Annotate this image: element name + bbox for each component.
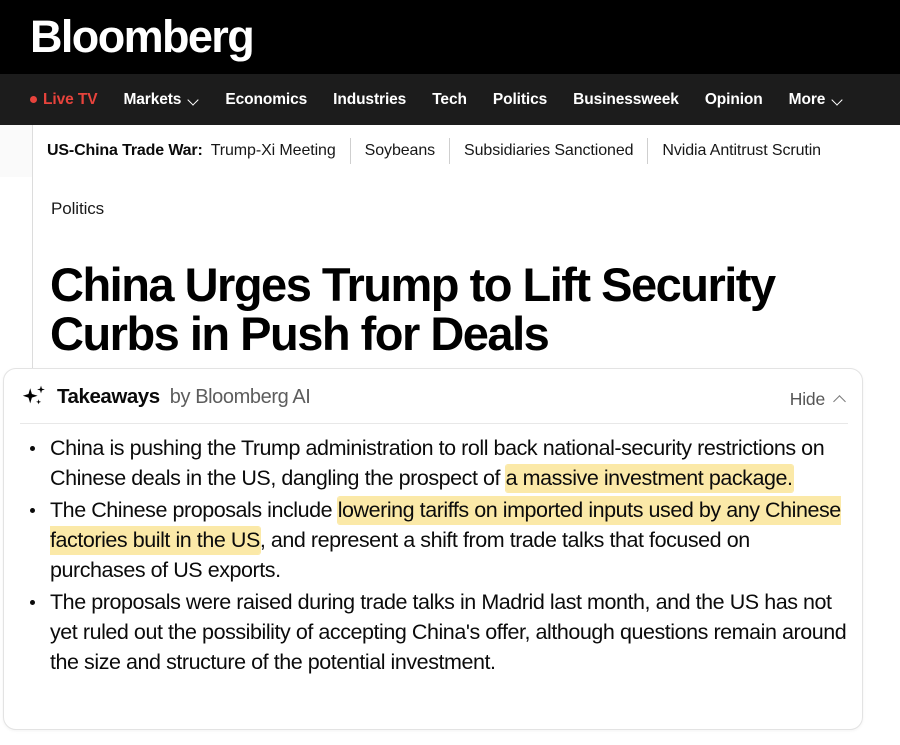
live-indicator-dot xyxy=(30,96,37,103)
divider xyxy=(349,138,351,164)
ai-takeaways-byline: by Bloomberg AI xyxy=(169,385,311,408)
list-item: The proposals were raised during trade t… xyxy=(22,587,850,677)
chevron-down-icon xyxy=(188,96,199,103)
subnav-link-subsidiaries-sanctioned[interactable]: Subsidiaries Sanctioned xyxy=(464,142,634,159)
nav-item-economics[interactable]: Economics xyxy=(225,91,307,109)
ai-takeaways-title: Takeaways xyxy=(57,385,160,408)
hide-takeaways-button[interactable]: Hide xyxy=(790,389,846,410)
nav-item-label: Live TV xyxy=(43,90,98,108)
chevron-up-icon xyxy=(833,395,846,404)
nav-item-label: Politics xyxy=(492,90,548,108)
ai-takeaways-header: Takeaways by Bloomberg AI Hide xyxy=(4,369,862,423)
topic-subnav: US-China Trade War: Trump-Xi Meeting Soy… xyxy=(0,125,900,178)
left-rail-gutter xyxy=(0,177,33,369)
chevron-down-icon xyxy=(832,96,843,103)
bloomberg-logo[interactable]: Bloomberg xyxy=(30,11,255,62)
topic-subnav-items: US-China Trade War: Trump-Xi Meeting Soy… xyxy=(47,125,835,177)
divider xyxy=(449,138,451,164)
nav-item-tech[interactable]: Tech xyxy=(432,91,467,109)
nav-item-label: Tech xyxy=(432,90,467,108)
left-rail-gutter xyxy=(0,125,33,177)
divider xyxy=(647,138,649,164)
masthead: Bloomberg xyxy=(0,0,900,74)
sparkle-icon xyxy=(21,385,47,409)
plain-text: The Chinese proposals include xyxy=(50,498,338,522)
nav-item-label: Industries xyxy=(333,90,407,108)
list-item: China is pushing the Trump administratio… xyxy=(22,433,850,493)
nav-item-live-tv[interactable]: Live TV xyxy=(30,90,98,109)
ai-takeaways-list: China is pushing the Trump administratio… xyxy=(22,433,850,679)
highlighted-text: a massive investment package. xyxy=(505,465,793,492)
page-title: China Urges Trump to Lift Security Curbs… xyxy=(50,258,776,361)
nav-item-more[interactable]: More xyxy=(789,91,844,109)
ai-takeaways-card: Takeaways by Bloomberg AI Hide China is … xyxy=(3,368,863,730)
ai-takeaways-title-group: Takeaways by Bloomberg AI xyxy=(21,385,311,409)
plain-text: , and represent a shift from trade talks… xyxy=(50,528,750,582)
nav-item-opinion[interactable]: Opinion xyxy=(705,91,763,109)
plain-text: China is pushing the Trump administratio… xyxy=(50,436,825,490)
nav-item-label: Economics xyxy=(225,90,308,108)
subnav-link-nvidia-antitrust-scrutiny[interactable]: Nvidia Antitrust Scrutin xyxy=(662,142,821,159)
nav-item-label: Markets xyxy=(123,90,182,108)
nav-item-label: Businessweek xyxy=(573,90,679,108)
divider xyxy=(20,423,848,424)
plain-text: The proposals were raised during trade t… xyxy=(50,590,847,674)
topic-subnav-label: US-China Trade War: xyxy=(47,142,203,159)
subnav-link-soybeans[interactable]: Soybeans xyxy=(364,142,436,159)
nav-item-label: Opinion xyxy=(704,90,763,108)
nav-item-markets[interactable]: Markets xyxy=(123,91,199,109)
article-eyebrow-category[interactable]: Politics xyxy=(51,199,105,218)
nav-item-businessweek[interactable]: Businessweek xyxy=(573,91,679,109)
main-nav-items: Live TV Markets Economics Industries Tec… xyxy=(30,74,843,125)
list-item: The Chinese proposals include lowering t… xyxy=(22,495,850,585)
main-navigation: Live TV Markets Economics Industries Tec… xyxy=(0,74,900,125)
nav-item-label: More xyxy=(788,90,826,108)
subnav-link-trump-xi-meeting[interactable]: Trump-Xi Meeting xyxy=(210,142,336,159)
hide-button-label: Hide xyxy=(789,389,825,409)
nav-item-politics[interactable]: Politics xyxy=(493,91,547,109)
nav-item-industries[interactable]: Industries xyxy=(333,91,406,109)
article-header: Politics China Urges Trump to Lift Secur… xyxy=(0,177,900,372)
